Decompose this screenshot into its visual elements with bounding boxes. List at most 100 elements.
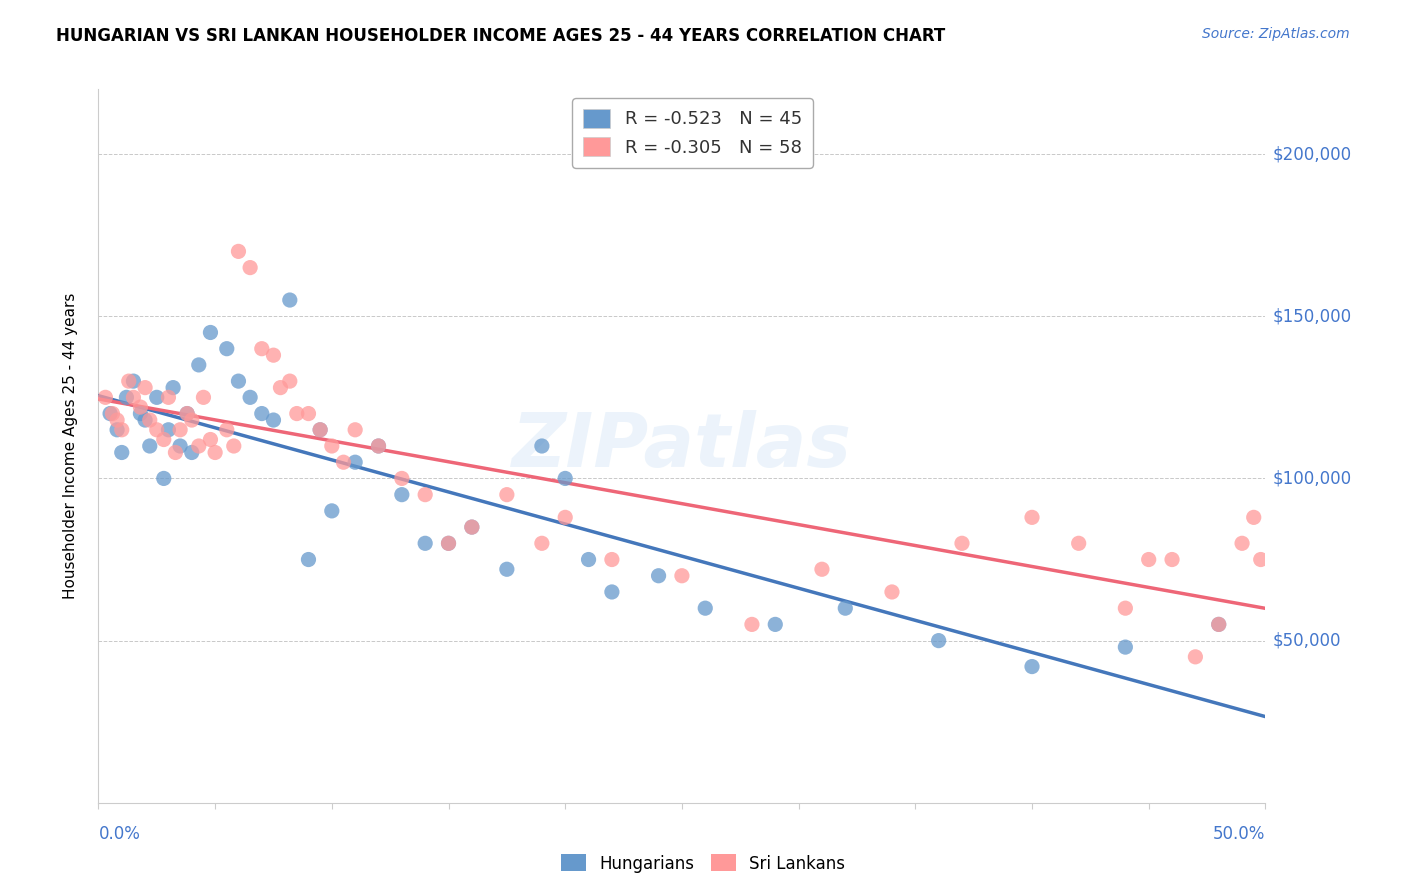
Point	[332, 455, 354, 469]
Point	[278, 293, 301, 307]
Point	[578, 552, 600, 566]
Point	[367, 439, 389, 453]
Point	[193, 390, 215, 404]
Point	[741, 617, 763, 632]
Text: 50.0%: 50.0%	[1213, 825, 1265, 843]
Point	[647, 568, 669, 582]
Point	[928, 633, 950, 648]
Point	[105, 413, 128, 427]
Text: ZIPatlas: ZIPatlas	[512, 409, 852, 483]
Text: $100,000: $100,000	[1272, 469, 1351, 487]
Point	[239, 260, 262, 275]
Point	[105, 423, 128, 437]
Point	[1114, 601, 1136, 615]
Point	[262, 348, 284, 362]
Point	[309, 423, 332, 437]
Point	[215, 423, 238, 437]
Point	[1243, 510, 1265, 524]
Point	[262, 413, 284, 427]
Point	[297, 407, 319, 421]
Point	[1021, 659, 1043, 673]
Point	[950, 536, 973, 550]
Point	[239, 390, 262, 404]
Point	[834, 601, 856, 615]
Point	[115, 390, 138, 404]
Point	[111, 445, 134, 459]
Point	[152, 471, 174, 485]
Point	[222, 439, 245, 453]
Point	[530, 439, 553, 453]
Point	[146, 423, 169, 437]
Point	[200, 326, 222, 340]
Point	[165, 445, 187, 459]
Point	[1137, 552, 1160, 566]
Point	[169, 423, 191, 437]
Point	[139, 413, 162, 427]
Point	[94, 390, 117, 404]
Point	[1250, 552, 1272, 566]
Point	[600, 552, 623, 566]
Point	[1067, 536, 1090, 550]
Point	[250, 342, 273, 356]
Point	[122, 374, 145, 388]
Point	[180, 445, 202, 459]
Point	[880, 585, 903, 599]
Point	[228, 374, 250, 388]
Point	[98, 407, 121, 421]
Point	[413, 488, 436, 502]
Point	[461, 520, 484, 534]
Point	[600, 585, 623, 599]
Point	[413, 536, 436, 550]
Point	[671, 568, 693, 582]
Text: $150,000: $150,000	[1272, 307, 1351, 326]
Point	[321, 439, 343, 453]
Point	[269, 381, 291, 395]
Point	[101, 407, 124, 421]
Point	[437, 536, 460, 550]
Point	[134, 381, 156, 395]
Point	[309, 423, 332, 437]
Text: 0.0%: 0.0%	[98, 825, 141, 843]
Point	[129, 407, 152, 421]
Point	[461, 520, 484, 534]
Point	[437, 536, 460, 550]
Point	[297, 552, 319, 566]
Point	[204, 445, 226, 459]
Point	[118, 374, 141, 388]
Point	[215, 342, 238, 356]
Point	[344, 423, 367, 437]
Point	[157, 390, 180, 404]
Point	[157, 423, 180, 437]
Point	[146, 390, 169, 404]
Point	[122, 390, 145, 404]
Point	[139, 439, 162, 453]
Point	[1230, 536, 1253, 550]
Legend: R = -0.523   N = 45, R = -0.305   N = 58: R = -0.523 N = 45, R = -0.305 N = 58	[572, 98, 813, 168]
Point	[554, 510, 576, 524]
Legend: Hungarians, Sri Lankans: Hungarians, Sri Lankans	[554, 847, 852, 880]
Point	[344, 455, 367, 469]
Point	[367, 439, 389, 453]
Point	[495, 488, 517, 502]
Point	[176, 407, 198, 421]
Point	[1114, 640, 1136, 654]
Point	[187, 439, 209, 453]
Point	[530, 536, 553, 550]
Point	[180, 413, 202, 427]
Point	[278, 374, 301, 388]
Point	[1208, 617, 1230, 632]
Point	[250, 407, 273, 421]
Point	[162, 381, 184, 395]
Text: $50,000: $50,000	[1272, 632, 1341, 649]
Point	[285, 407, 308, 421]
Point	[152, 433, 174, 447]
Point	[1208, 617, 1230, 632]
Point	[1161, 552, 1184, 566]
Point	[1184, 649, 1206, 664]
Point	[228, 244, 250, 259]
Point	[321, 504, 343, 518]
Point	[495, 562, 517, 576]
Point	[811, 562, 834, 576]
Text: Source: ZipAtlas.com: Source: ZipAtlas.com	[1202, 27, 1350, 41]
Point	[391, 488, 413, 502]
